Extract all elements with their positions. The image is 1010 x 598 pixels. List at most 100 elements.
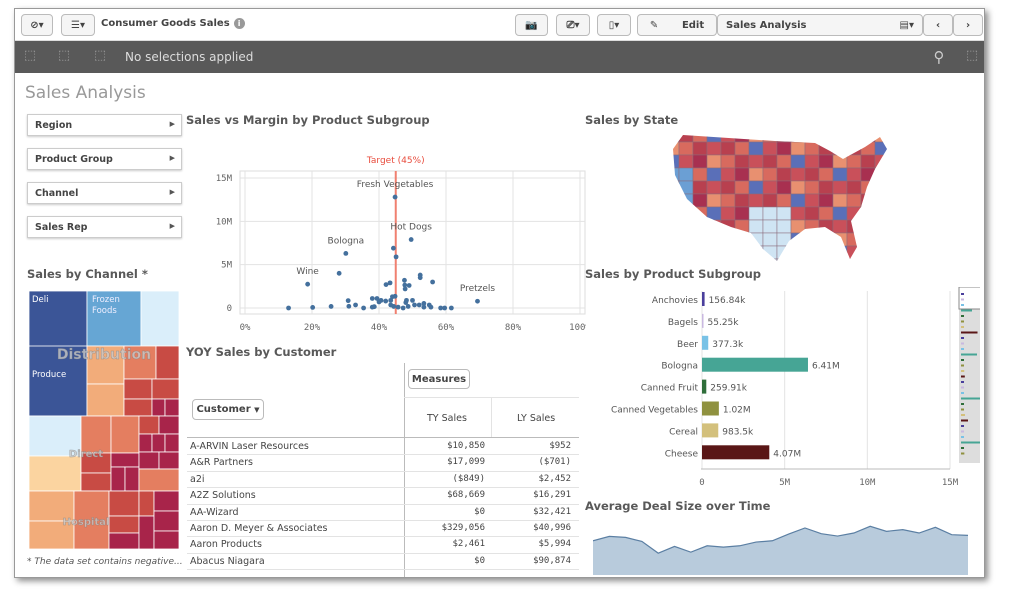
state-region bbox=[673, 167, 680, 182]
treemap-cell bbox=[108, 532, 140, 550]
scatter-point bbox=[402, 286, 408, 292]
treemap-footnote: * The data set contains negative... bbox=[27, 557, 183, 567]
minimap-bar bbox=[961, 392, 964, 394]
navigation-button[interactable]: ⊘▾ bbox=[21, 14, 53, 36]
x-tick-label: 10M bbox=[859, 478, 876, 488]
table-row[interactable]: A2Z Solutions $68,669 $16,291 bbox=[187, 488, 579, 505]
point-label: Hot Dogs bbox=[390, 223, 432, 233]
menu-button[interactable]: ☰▾ bbox=[61, 14, 95, 36]
state-region bbox=[818, 154, 834, 169]
clear-selections-icon[interactable]: ⬚ bbox=[93, 48, 107, 63]
table-row[interactable] bbox=[187, 570, 579, 577]
next-sheet-button[interactable]: › bbox=[953, 14, 983, 36]
state-region bbox=[720, 154, 736, 169]
treemap-cell bbox=[151, 378, 179, 400]
measures-button[interactable]: Measures bbox=[408, 369, 470, 389]
column-header-ly-sales[interactable]: LY Sales bbox=[517, 413, 556, 424]
sales-margin-scatter[interactable]: 0% 20% 40% 60% 80% 100% 0 5M 10M 15M Target (45%) F… bbox=[186, 135, 586, 335]
ly-sales-cell: $2,452 bbox=[538, 473, 571, 484]
state-region bbox=[678, 154, 694, 169]
bar-value-label: 6.41M bbox=[812, 362, 840, 372]
y-tick-label: 10M bbox=[216, 217, 233, 227]
bar bbox=[702, 357, 808, 372]
state-region bbox=[832, 154, 848, 169]
minimap-bar bbox=[961, 359, 964, 361]
customer-cell: a2i bbox=[190, 473, 205, 485]
state-region bbox=[804, 154, 820, 169]
filter-channel[interactable]: Channel ▶ bbox=[27, 182, 182, 204]
selections-text: No selections applied bbox=[125, 50, 254, 64]
treemap-cell bbox=[29, 520, 75, 550]
scatter-point bbox=[402, 282, 408, 288]
state-region bbox=[889, 194, 890, 207]
state-region bbox=[804, 232, 820, 247]
snapshot-button[interactable]: 📷 bbox=[515, 14, 548, 36]
edit-button[interactable]: ✎ Edit bbox=[637, 14, 717, 36]
ly-sales-cell: $90,874 bbox=[533, 555, 571, 566]
sheet-selector[interactable]: Sales Analysis ▤▾ bbox=[717, 14, 923, 36]
minimap-bar bbox=[961, 419, 968, 422]
table-row[interactable]: A&R Partners $17,099 ($701) bbox=[187, 455, 579, 472]
scatter-point bbox=[448, 305, 454, 311]
selection-tool-icon[interactable]: ⬚ bbox=[965, 48, 979, 63]
state-region bbox=[874, 154, 887, 169]
bar-category-label: Canned Vegetables bbox=[611, 406, 698, 416]
compass-icon: ⊘▾ bbox=[30, 19, 44, 31]
minimap-bar bbox=[961, 381, 964, 383]
ty-sales-cell: $329,056 bbox=[441, 523, 485, 533]
table-row[interactable]: a2i ($849) $2,452 bbox=[187, 472, 579, 489]
state-region bbox=[678, 180, 694, 195]
treemap-cell bbox=[153, 490, 179, 512]
scatter-point bbox=[369, 296, 375, 301]
state-region bbox=[706, 154, 722, 169]
y-tick-label: 5M bbox=[221, 261, 232, 271]
story-button[interactable]: ⎚▾ bbox=[556, 14, 590, 36]
x-tick-label: 100% bbox=[569, 323, 586, 333]
bar-value-label: 1.02M bbox=[723, 406, 751, 416]
state-region bbox=[889, 246, 890, 259]
column-header-ty-sales[interactable]: TY Sales bbox=[427, 413, 467, 424]
state-region bbox=[748, 141, 764, 156]
state-region bbox=[846, 154, 862, 169]
filter-region[interactable]: Region ▶ bbox=[27, 114, 182, 136]
table-row[interactable]: A-ARVIN Laser Resources $10,850 $952 bbox=[187, 439, 579, 456]
point-label: Fresh Vegetables bbox=[357, 180, 434, 190]
sales-by-state-map[interactable] bbox=[665, 129, 890, 264]
scatter-point bbox=[417, 275, 423, 281]
customer-cell: A2Z Solutions bbox=[190, 490, 256, 502]
state-region bbox=[720, 258, 736, 261]
info-icon[interactable]: i bbox=[233, 18, 245, 29]
avg-deal-size-area-chart[interactable] bbox=[593, 519, 971, 575]
step-back-icon[interactable]: ⬚ bbox=[23, 48, 37, 63]
customer-label: Customer bbox=[196, 404, 251, 415]
table-row[interactable]: Aaron Products $2,461 $5,994 bbox=[187, 537, 579, 554]
state-region bbox=[678, 206, 694, 221]
bookmark-button[interactable]: ▯▾ bbox=[597, 14, 631, 36]
treemap-group-label: Hospital bbox=[63, 517, 110, 528]
table-row[interactable]: AA-Wizard $0 $32,421 bbox=[187, 505, 579, 521]
treemap-leaf-label: Foods bbox=[92, 306, 117, 316]
sales-by-subgroup-bar-chart[interactable]: 0 5M 10M 15M Anchovies 156.84k Bagels 55.25k Bee… bbox=[585, 287, 980, 493]
search-icon[interactable]: ⚲ bbox=[933, 48, 945, 66]
state-region bbox=[762, 245, 778, 260]
state-region bbox=[748, 245, 764, 260]
table-row[interactable]: Abacus Niagara $0 $90,874 bbox=[187, 554, 579, 571]
state-region bbox=[734, 258, 750, 261]
filter-sales-rep[interactable]: Sales Rep ▶ bbox=[27, 216, 182, 238]
previous-sheet-button[interactable]: ‹ bbox=[923, 14, 953, 36]
state-region bbox=[860, 180, 876, 195]
step-forward-icon[interactable]: ⬚ bbox=[57, 48, 71, 63]
scatter-point bbox=[442, 305, 448, 311]
table-row[interactable]: Aaron D. Meyer & Associates $329,056 $40,9… bbox=[187, 521, 579, 538]
filter-product-group[interactable]: Product Group ▶ bbox=[27, 148, 182, 170]
scrollbar-thumb[interactable] bbox=[958, 287, 980, 310]
state-region bbox=[673, 154, 680, 169]
scatter-point bbox=[361, 305, 366, 311]
state-region bbox=[889, 129, 890, 142]
state-region bbox=[889, 155, 890, 168]
scrollbar-minimap[interactable] bbox=[959, 287, 980, 463]
customer-dimension-button[interactable]: Customer ▼ bbox=[192, 399, 264, 420]
state-region bbox=[818, 135, 834, 143]
area-line bbox=[593, 525, 969, 554]
